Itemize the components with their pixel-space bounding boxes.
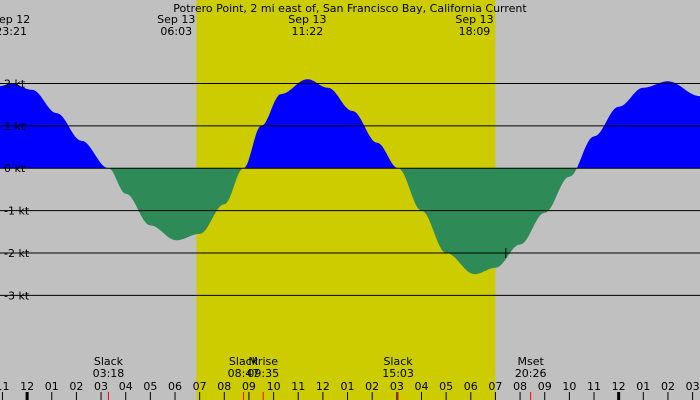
x-tick-label: 11 [291, 380, 305, 393]
event-time-label: 09:35 [247, 367, 279, 380]
current-time-marker [500, 247, 511, 258]
y-tick-label: -2 kt [4, 247, 30, 260]
x-tick-label: 04 [414, 380, 428, 393]
event-time-label: 23:21 [0, 25, 27, 38]
x-tick-label: 10 [267, 380, 281, 393]
event-time-label: 06:03 [160, 25, 192, 38]
x-tick-label: 05 [143, 380, 157, 393]
event-date-label: Sep 13 [455, 13, 493, 26]
x-tick-label: 09 [538, 380, 552, 393]
y-tick-label: 1 kt [4, 120, 26, 133]
event-time-label: 03:18 [93, 367, 125, 380]
ebb-area-3 [398, 168, 577, 275]
x-tick-label: 07 [488, 380, 502, 393]
x-tick-label: 10 [562, 380, 576, 393]
event-time-label: 11:22 [292, 25, 324, 38]
x-tick-label: 01 [45, 380, 59, 393]
x-tick-label: 03 [94, 380, 108, 393]
y-tick-label: -3 kt [4, 289, 30, 302]
x-tick-label: 06 [464, 380, 478, 393]
flood-area-2 [243, 79, 399, 169]
horizontal-gridlines [0, 82, 700, 296]
event-date-label: Sep 12 [0, 13, 30, 26]
x-tick-label: 02 [69, 380, 83, 393]
x-tick-label: 12 [612, 380, 626, 393]
x-tick-label: 01 [636, 380, 650, 393]
event-time-label: 20:26 [515, 367, 547, 380]
ebb-area-1 [108, 168, 244, 241]
event-date-label: Sep 13 [288, 13, 326, 26]
x-tick-label: 12 [20, 380, 34, 393]
x-axis-hour-ticks: 11 12 01 02 03 04 05 06 07 08 09 10 11 12 01 02 03 04 05 06… [0, 380, 700, 400]
y-axis-labels: 2 kt 1 kt 0 kt -1 kt -2 kt -3 kt [4, 77, 30, 302]
x-tick-label: 04 [119, 380, 133, 393]
x-tick-label: 01 [341, 380, 355, 393]
event-name-label: Mset [518, 355, 545, 368]
event-time-label: 18:09 [459, 25, 491, 38]
event-date-label: Sep 13 [157, 13, 195, 26]
x-tick-label: 02 [365, 380, 379, 393]
event-name-label: Slack [229, 355, 259, 368]
event-name-label: Mrise [248, 355, 278, 368]
x-tick-label: 02 [661, 380, 675, 393]
flood-area-4 [576, 81, 700, 169]
x-tick-label: 11 [0, 380, 9, 393]
y-tick-label: 2 kt [4, 77, 26, 90]
event-name-label: Slack [94, 355, 124, 368]
slack-moon-event-labels: Slack03:18Slack08:47Mrise09:35Slack15:03… [93, 355, 547, 400]
x-tick-label: 12 [316, 380, 330, 393]
x-tick-label: 08 [217, 380, 231, 393]
y-tick-label: -1 kt [4, 205, 30, 218]
x-tick-label: 07 [193, 380, 207, 393]
x-tick-label: 09 [242, 380, 256, 393]
x-tick-label: 08 [513, 380, 527, 393]
chart-title: Potrero Point, 2 mi east of, San Francis… [173, 2, 527, 15]
y-tick-label: 0 kt [4, 162, 26, 175]
event-time-label: 08:47 [228, 367, 260, 380]
x-tick-label: 03 [686, 380, 700, 393]
x-tick-label: 05 [439, 380, 453, 393]
x-tick-label: 03 [390, 380, 404, 393]
event-time-label: 15:03 [382, 367, 414, 380]
x-tick-label: 11 [587, 380, 601, 393]
event-name-label: Slack [383, 355, 413, 368]
x-tick-label: 06 [168, 380, 182, 393]
